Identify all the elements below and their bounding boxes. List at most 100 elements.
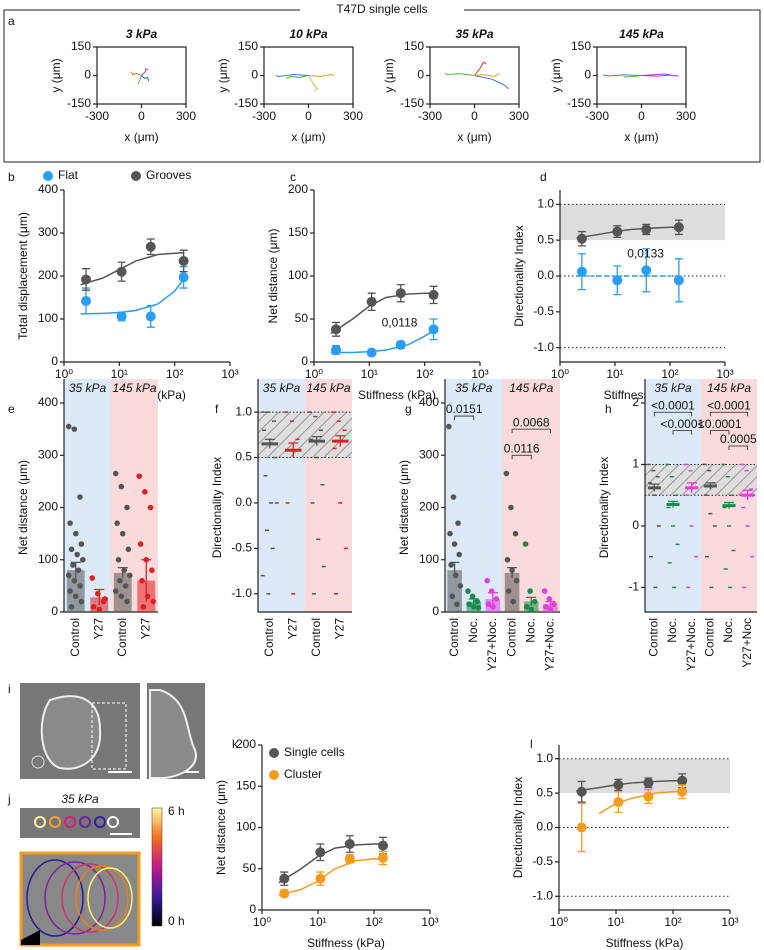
data-point [490, 603, 496, 610]
data-point [527, 588, 533, 594]
data-point [366, 347, 377, 358]
y-tick-label: -1.0 [532, 888, 553, 902]
y-tick-label: 150 [404, 39, 424, 53]
data-point [475, 605, 482, 611]
data-point [142, 489, 148, 495]
group-label: 145 kPa [509, 381, 553, 395]
track [474, 61, 487, 76]
x-axis-label: Stiffness (kPa) [307, 936, 385, 950]
group-label: 145 kPa [306, 381, 350, 395]
track [602, 74, 642, 77]
data-point [150, 598, 157, 605]
data-point [118, 593, 125, 600]
significance-bracket [454, 415, 475, 421]
data-point [547, 606, 554, 613]
category-label: Y27+Noc. [543, 618, 557, 671]
data-point [522, 541, 529, 547]
error-bar [724, 501, 734, 509]
significance-bracket [511, 428, 551, 434]
track [286, 75, 309, 79]
x-tick-label: 10³ [221, 367, 238, 381]
category-label: Control [647, 618, 661, 657]
p-value: <0.0001 [660, 417, 704, 431]
y-axis-label: Directionality Index [512, 225, 526, 326]
panel-label: f [215, 402, 219, 416]
data-point [455, 520, 461, 526]
track [141, 75, 150, 82]
data-point [484, 577, 490, 584]
y-axis-label: y (μm) [216, 58, 230, 92]
data-point [366, 296, 377, 307]
y-tick-label: -150 [234, 96, 258, 110]
x-tick-label: 0 [138, 109, 145, 123]
y-axis-label: y (μm) [382, 58, 396, 92]
x-tick-label: 10⁰ [550, 915, 568, 929]
error-bar [487, 592, 498, 606]
subplot-title: 10 kPa [289, 27, 327, 41]
x-tick-label: 10² [365, 915, 382, 929]
track [308, 75, 319, 92]
data-point [395, 288, 406, 299]
category-label: Control [504, 618, 518, 657]
error-bar [141, 559, 152, 602]
data-point [528, 606, 535, 613]
y-tick-label: 0 [632, 518, 639, 532]
data-point [114, 520, 120, 526]
track [141, 68, 149, 76]
data-point [551, 601, 557, 607]
panel-label: c [290, 170, 296, 184]
panel-label: e [8, 402, 15, 416]
data-point [78, 541, 85, 547]
significance-bracket [709, 411, 749, 417]
data-point [315, 873, 326, 884]
data-point [68, 603, 75, 610]
data-point [112, 470, 119, 477]
category-label: Y27+Noc. [485, 618, 499, 671]
fit-curve [576, 780, 684, 792]
y-tick-label: 150 [71, 39, 91, 53]
y-tick-label: 0 [417, 68, 424, 82]
error-bar [742, 489, 753, 501]
x-axis-label: x (μm) [624, 130, 658, 144]
data-point [643, 791, 654, 802]
subplot-title: 145 kPa [619, 27, 664, 41]
x-tick-label: 10³ [471, 367, 488, 381]
fit-curve [80, 277, 186, 315]
data-point [493, 596, 500, 602]
group-label: 145 kPa [707, 381, 751, 395]
colorbar-max-label: 6 h [168, 804, 185, 818]
data-point [469, 593, 476, 600]
data-point [124, 504, 130, 511]
data-point [139, 577, 145, 584]
axes [257, 379, 352, 613]
data-point [112, 588, 119, 594]
y-tick-label: 400 [38, 182, 58, 196]
group-label: 145 kPa [112, 381, 156, 395]
data-point [71, 426, 78, 432]
subplot-title: 35 kPa [455, 27, 493, 41]
x-tick-label: -300 [85, 109, 109, 123]
category-label: Control [115, 618, 129, 657]
data-point [449, 593, 456, 600]
category-label: Noc. [665, 618, 679, 643]
data-point [279, 888, 290, 899]
panel-j-image [19, 807, 163, 947]
data-point [67, 520, 73, 526]
data-point [71, 577, 78, 584]
data-point [456, 551, 462, 558]
data-point [546, 596, 553, 602]
data-point [576, 233, 587, 244]
data-point [641, 224, 652, 235]
y-tick-label: 150 [288, 225, 308, 239]
y-tick-label: 150 [571, 39, 591, 53]
title-backdrop [300, 2, 464, 18]
data-point [465, 588, 471, 594]
error-bar [94, 588, 105, 606]
error-bar [117, 566, 128, 579]
x-tick-label: 10³ [421, 915, 438, 929]
data-point [543, 603, 549, 610]
y-tick-label: 0 [301, 354, 308, 368]
category-label: Y27+Noc [740, 618, 754, 668]
data-point [178, 272, 189, 283]
p-value: 0,0118 [382, 315, 418, 329]
